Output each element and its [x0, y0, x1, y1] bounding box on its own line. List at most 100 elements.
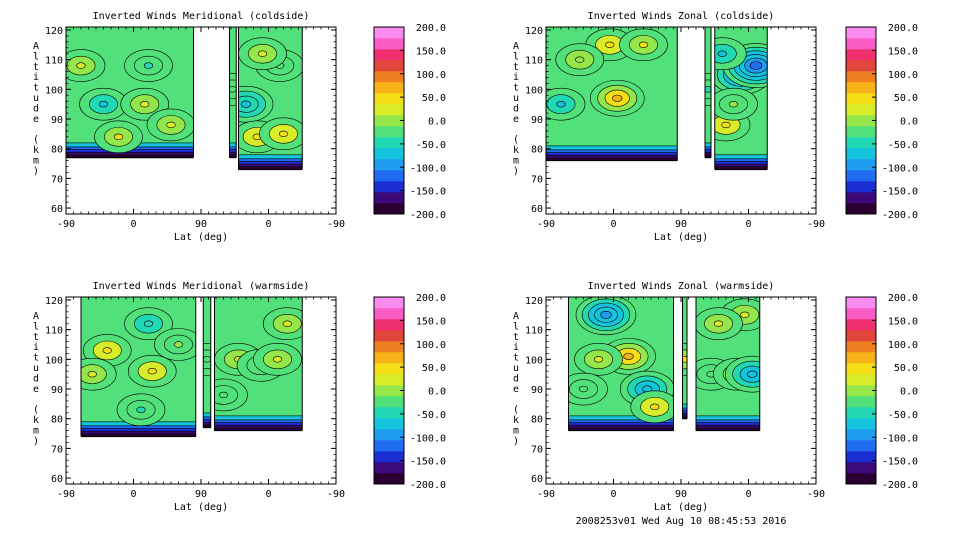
bottom-band [66, 154, 194, 158]
x-tick-label: -90 [327, 219, 345, 230]
colorbar-swatch [846, 319, 876, 331]
colorbar-swatch [846, 308, 876, 320]
colorbar-swatch [846, 385, 876, 397]
y-tick-label: 80 [51, 415, 63, 426]
contour-level [717, 50, 727, 57]
x-tick-label: 0 [265, 219, 271, 230]
bottom-band [203, 424, 211, 428]
contour-level [136, 406, 146, 413]
contour-level [102, 347, 112, 354]
bottom-band [696, 427, 760, 431]
data-segment-3 [695, 297, 761, 432]
contour-field [568, 297, 761, 432]
x-tick-label: 90 [195, 219, 207, 230]
y-tick-label: 90 [51, 385, 63, 396]
colorbar-swatch [374, 440, 404, 452]
colorbar-swatch [374, 126, 404, 138]
colorbar-tick-label: -50.0 [888, 410, 918, 421]
contour-level [713, 320, 724, 327]
contour-level [218, 391, 229, 399]
colorbar-tick-label: -100.0 [882, 433, 918, 444]
y-tick-label: 120 [45, 296, 63, 307]
colorbar-tick-label: 0.0 [428, 387, 446, 398]
colorbar-tick-label: -150.0 [410, 457, 446, 468]
contour-level [76, 62, 86, 69]
colorbar-swatch [846, 374, 876, 386]
colorbar-swatch [846, 38, 876, 50]
y-tick-label: 90 [531, 385, 543, 396]
x-tick-label: -90 [327, 489, 345, 500]
colorbar-tick-label: -100.0 [410, 433, 446, 444]
colorbar-tick-label: 150.0 [416, 316, 446, 327]
colorbar-swatch [374, 473, 404, 485]
colorbar: 200.0 150.0 100.0 50.0 0.0 -50.0 -100.0 -150.0 -… [373, 23, 446, 221]
colorbar-swatch [846, 115, 876, 127]
x-tick-label: 90 [675, 489, 687, 500]
colorbar-swatch [846, 93, 876, 105]
panel-title: Inverted Winds Zonal (warmside) [588, 281, 775, 292]
x-tick-label: 0 [745, 219, 751, 230]
colorbar: 200.0 150.0 100.0 50.0 0.0 -50.0 -100.0 -150.0 -… [845, 23, 918, 221]
y-tick-label: 80 [51, 145, 63, 156]
colorbar-tick-label: -150.0 [882, 187, 918, 198]
colorbar-swatch [374, 462, 404, 474]
bottom-band [81, 433, 196, 437]
contour-level [257, 50, 268, 57]
data-segment-1 [546, 27, 678, 162]
panel-2: Inverted Winds Zonal (coldside) 60 70 80 90 1… [513, 11, 918, 243]
colorbar-swatch [374, 308, 404, 320]
bottom-band [705, 154, 711, 158]
x-axis-label: Lat (deg) [654, 502, 708, 513]
colorbar-swatch [374, 104, 404, 116]
contour-level [556, 100, 566, 108]
y-tick-label: 80 [531, 415, 543, 426]
y-tick-label: 120 [525, 26, 543, 37]
contour-level [575, 56, 585, 63]
x-tick-label: -90 [57, 219, 75, 230]
x-axis-label: Lat (deg) [654, 232, 708, 243]
colorbar-tick-label: -200.0 [882, 210, 918, 221]
colorbar-swatch [846, 462, 876, 474]
colorbar-tick-label: 150.0 [888, 316, 918, 327]
x-tick-label: -90 [537, 219, 555, 230]
contour-level [705, 86, 711, 93]
colorbar-tick-label: 0.0 [428, 117, 446, 128]
y-tick-label: 110 [525, 326, 543, 337]
y-tick-label: 70 [531, 174, 543, 185]
contour-level [638, 41, 649, 48]
colorbar-tick-label: -100.0 [882, 163, 918, 174]
contour-level [203, 356, 211, 363]
colorbar-swatch [846, 352, 876, 364]
colorbar-swatch [374, 385, 404, 397]
colorbar-swatch [374, 71, 404, 83]
y-tick-label: 100 [45, 355, 63, 366]
y-tick-label: 70 [531, 444, 543, 455]
contour-level [749, 61, 763, 70]
y-tick-label: 90 [51, 115, 63, 126]
colorbar-tick-label: -150.0 [882, 457, 918, 468]
contour-level [147, 368, 157, 375]
colorbar-swatch [846, 418, 876, 430]
contour-level [98, 100, 109, 108]
data-segment-3 [214, 297, 303, 432]
colorbar-swatch [846, 330, 876, 342]
colorbar-tick-label: 100.0 [416, 340, 446, 351]
colorbar-swatch [846, 27, 876, 39]
contour-level [87, 370, 97, 378]
colorbar-tick-label: 150.0 [416, 46, 446, 57]
colorbar-swatch [374, 352, 404, 364]
contour-level [173, 341, 184, 348]
y-tick-label: 110 [45, 56, 63, 67]
contour-level [650, 403, 660, 411]
y-tick-label: 100 [45, 85, 63, 96]
colorbar-swatch [846, 126, 876, 138]
y-tick-label: 80 [531, 145, 543, 156]
contour-level [593, 356, 604, 363]
panel-title: Inverted Winds Zonal (coldside) [588, 11, 775, 22]
y-tick-label: 70 [51, 174, 63, 185]
panel-title: Inverted Winds Meridional (warmside) [93, 281, 310, 292]
